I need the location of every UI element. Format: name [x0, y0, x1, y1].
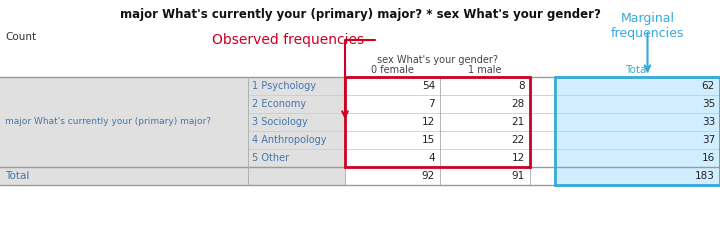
Bar	[555, 77, 720, 185]
Text: 4: 4	[428, 153, 435, 163]
Text: Total: Total	[5, 171, 30, 181]
Text: Count: Count	[5, 32, 36, 42]
Text: Marginal
frequencies: Marginal frequencies	[611, 12, 684, 40]
Text: 7: 7	[428, 99, 435, 109]
Text: 5 Other: 5 Other	[252, 153, 289, 163]
Text: 8: 8	[518, 81, 525, 91]
Text: 16: 16	[702, 153, 715, 163]
Text: 15: 15	[422, 135, 435, 145]
Text: 0 female: 0 female	[371, 65, 414, 75]
Text: 28: 28	[512, 99, 525, 109]
Text: 183: 183	[695, 171, 715, 181]
Text: 37: 37	[702, 135, 715, 145]
Text: sex What's your gender?: sex What's your gender?	[377, 55, 498, 65]
Text: Observed frequencies: Observed frequencies	[212, 33, 364, 47]
Text: major What's currently your (primary) major? * sex What's your gender?: major What's currently your (primary) ma…	[120, 8, 600, 21]
Text: 62: 62	[702, 81, 715, 91]
Text: 1 Psychology: 1 Psychology	[252, 81, 316, 91]
Bar	[345, 77, 530, 167]
Text: 22: 22	[512, 135, 525, 145]
Text: 2 Economy: 2 Economy	[252, 99, 306, 109]
Text: Total: Total	[625, 65, 649, 75]
Text: 3 Sociology: 3 Sociology	[252, 117, 307, 127]
Text: 35: 35	[702, 99, 715, 109]
Text: major What's currently your (primary) major?: major What's currently your (primary) ma…	[5, 118, 211, 126]
Bar	[345, 77, 530, 167]
Bar	[345, 167, 530, 185]
Text: 92: 92	[422, 171, 435, 181]
Text: 54: 54	[422, 81, 435, 91]
Text: 12: 12	[422, 117, 435, 127]
Text: 91: 91	[512, 171, 525, 181]
Text: 33: 33	[702, 117, 715, 127]
Text: 1 male: 1 male	[468, 65, 502, 75]
Bar	[0, 77, 345, 185]
Text: 4 Anthropology: 4 Anthropology	[252, 135, 326, 145]
Text: 21: 21	[512, 117, 525, 127]
Bar	[555, 77, 720, 185]
Text: 12: 12	[512, 153, 525, 163]
